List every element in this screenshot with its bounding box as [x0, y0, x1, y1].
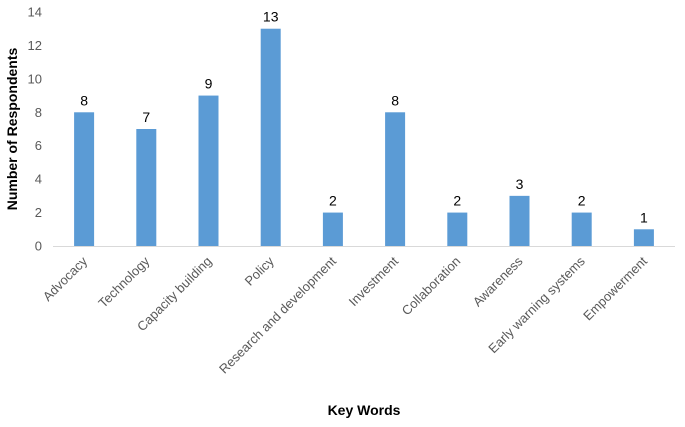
bar [322, 212, 343, 246]
y-tick-label: 2 [35, 205, 42, 220]
y-tick-label: 0 [35, 239, 42, 254]
bar [198, 95, 219, 246]
x-category-label: Awareness [470, 253, 526, 309]
y-tick-label: 14 [28, 5, 42, 20]
y-tick-label: 8 [35, 105, 42, 120]
data-label: 8 [391, 92, 399, 108]
bar [74, 112, 95, 247]
data-label: 2 [578, 193, 586, 209]
bar [633, 229, 654, 246]
bar [571, 212, 592, 246]
bar [385, 112, 406, 247]
data-labels-group: 8 7 9 13 2 8 2 3 2 1 [80, 9, 648, 226]
x-category-label: Policy [242, 253, 277, 288]
data-label: 1 [640, 209, 648, 225]
data-label: 9 [205, 76, 213, 92]
x-category-label: Investment [346, 253, 402, 309]
x-category-label: Technology [95, 253, 152, 310]
y-axis-title: Number of Respondents [4, 48, 20, 211]
data-label: 13 [263, 9, 279, 25]
y-tick-label: 12 [28, 38, 42, 53]
bar [447, 212, 468, 246]
x-category-label: Empowerment [580, 253, 650, 323]
bars-group [74, 28, 654, 247]
x-category-label: Advocacy [40, 253, 91, 304]
data-label: 7 [142, 109, 150, 125]
y-tick-label: 4 [35, 172, 42, 187]
y-axis-ticks: 0 2 4 6 8 10 12 14 [28, 5, 42, 254]
y-tick-label: 6 [35, 138, 42, 153]
y-tick-label: 10 [28, 71, 42, 86]
x-category-label: Collaboration [399, 254, 464, 319]
x-axis-title: Key Words [328, 402, 401, 418]
data-label: 3 [516, 176, 524, 192]
bar [260, 28, 281, 247]
data-label: 2 [453, 193, 461, 209]
data-label: 2 [329, 193, 337, 209]
bar [136, 129, 157, 246]
x-category-label: Research and development [216, 253, 339, 376]
bar [509, 195, 530, 246]
data-label: 8 [80, 92, 88, 108]
